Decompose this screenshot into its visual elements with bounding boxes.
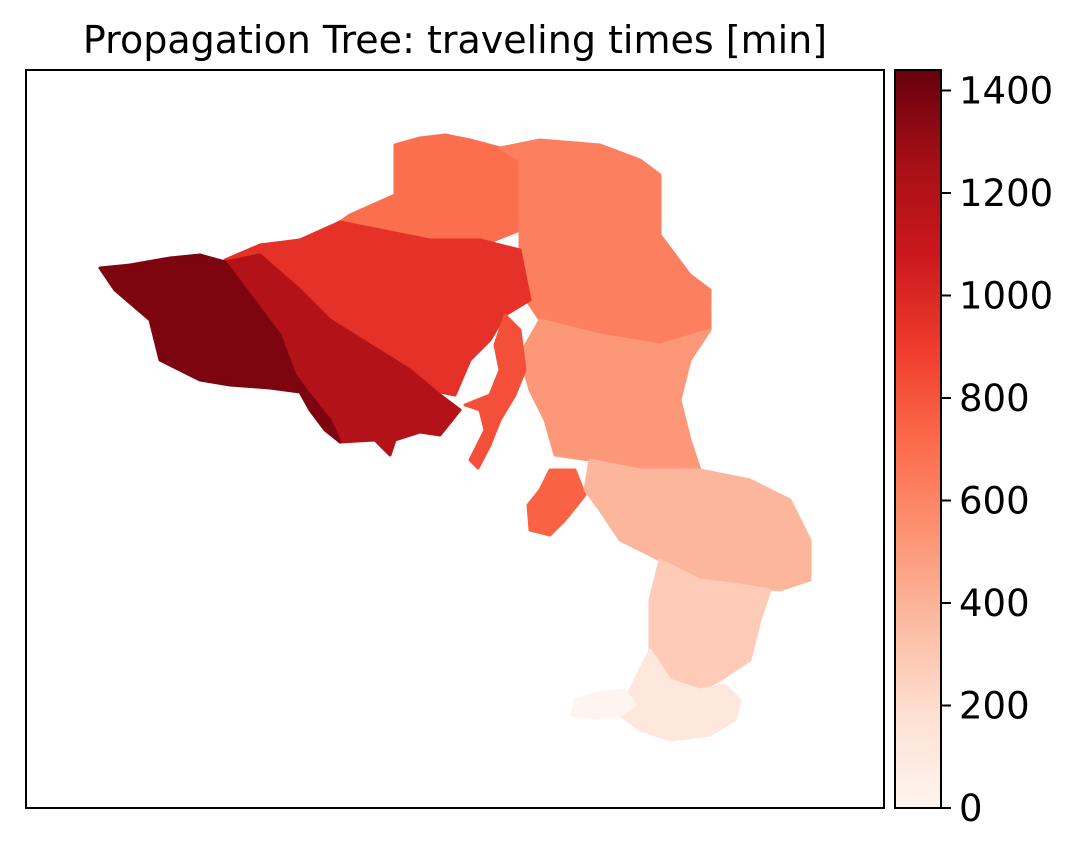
colorbar-tick-label: 800 xyxy=(959,377,1030,420)
colorbar xyxy=(894,69,942,809)
colorbar-ticks: 0 200 400 600 800 1000 1200 1400 xyxy=(941,70,1053,830)
region-southeast xyxy=(583,458,812,592)
region-west xyxy=(98,253,342,444)
colorbar-tick-label: 1000 xyxy=(959,275,1053,318)
colorbar-tick-label: 1200 xyxy=(959,172,1053,215)
region-south-finger xyxy=(526,468,587,537)
colorbar-tick-label: 200 xyxy=(959,685,1030,728)
colorbar-tick-label: 600 xyxy=(959,480,1030,523)
colorbar-tick-label: 0 xyxy=(959,787,983,830)
colorbar-tick-label: 1400 xyxy=(959,70,1053,113)
heatmap-image xyxy=(98,133,812,742)
colorbar-tick-label: 400 xyxy=(959,582,1030,625)
region-inlet xyxy=(463,313,527,470)
chart-title: Propagation Tree: traveling times [min] xyxy=(83,18,827,62)
region-source xyxy=(570,688,637,720)
region-south xyxy=(648,558,772,692)
region-west-central xyxy=(223,253,462,457)
